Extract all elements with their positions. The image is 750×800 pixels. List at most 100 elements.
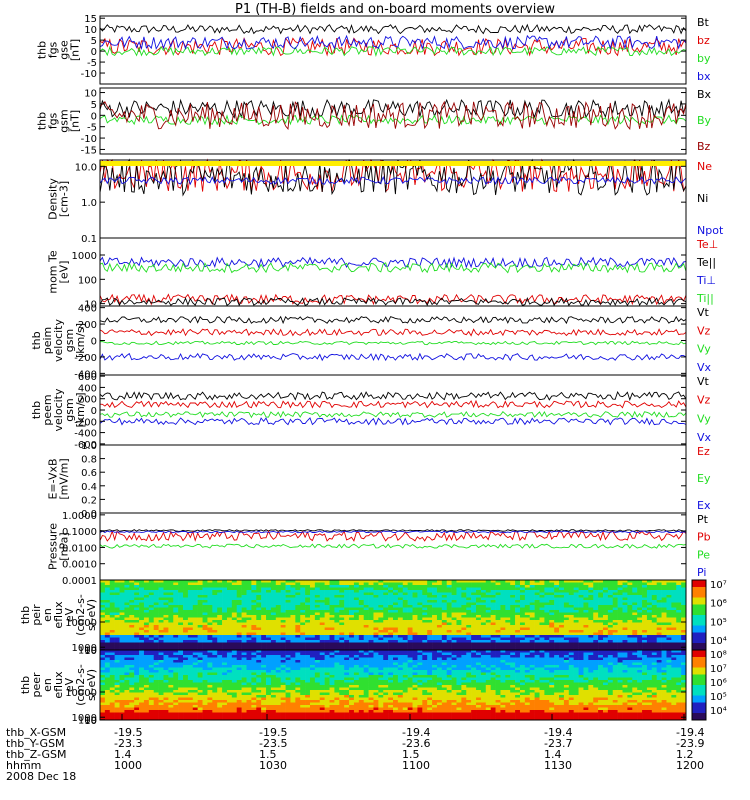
legend-by: by [697, 52, 711, 65]
legend-bz: bz [697, 34, 710, 47]
footer-col1-y: -23.5 [259, 737, 288, 750]
footer-col1-x: -19.5 [259, 726, 288, 739]
legend-Pt: Pt [697, 513, 709, 526]
footer-col0-x: -19.5 [114, 726, 143, 739]
y-axis-label-line: gsm [58, 109, 71, 132]
y-axis-label-line: gsm [63, 329, 76, 352]
legend-Ez: Ez [697, 445, 710, 458]
footer-col3-x: -19.4 [544, 726, 573, 739]
y-axis-label-line: thb [30, 331, 43, 349]
y-axis-label-line: [nT] [69, 39, 82, 61]
legend-Te⊥: Te⊥ [696, 238, 718, 251]
y-tick-label: 200 [78, 320, 97, 331]
legend-Pb: Pb [697, 531, 711, 544]
footer-col4-hhmm: 1200 [676, 759, 704, 772]
y-axis-label-line: [cm-3] [58, 181, 71, 217]
footer-label-z: thb_Z-GSM [6, 748, 67, 761]
legend-Npot: Npot [697, 224, 724, 237]
y-axis-label-line: thb [19, 606, 32, 624]
y-tick-label: 1000 [72, 713, 97, 724]
y-tick-label: 600 [78, 372, 97, 383]
y-axis-label-line: [km/s] [74, 323, 87, 358]
y-tick-label: 1.0 [81, 198, 97, 209]
y-tick-label: 10 [84, 25, 97, 36]
y-tick-label: 10 [84, 89, 97, 100]
y-axis-label-line: velocity [52, 388, 65, 431]
colorbar-tick-label: 10⁴ [710, 636, 727, 647]
y-tick-label: 1000 [72, 251, 97, 262]
y-tick-label: 400 [78, 304, 97, 315]
y-tick-label: 0.1000 [62, 527, 97, 538]
y-axis-label: Density[cm-3] [47, 178, 71, 220]
y-tick-label: 0 [91, 47, 97, 58]
y-tick-label: 0.0100 [62, 543, 97, 554]
legend-Vt: Vt [697, 306, 710, 319]
panel-peer_spec: 10⁸10⁷10⁶10⁵10⁴10000100010010thbpeerenef… [19, 649, 727, 727]
legend-Vt: Vt [697, 375, 710, 388]
y-tick-label: 10 [84, 716, 97, 727]
y-tick-label: 0.2 [81, 495, 97, 506]
legend-Ey: Ey [697, 472, 711, 485]
y-axis-label-line: thb [36, 112, 49, 130]
legend-Ne: Ne [697, 160, 712, 173]
legend-Ti⊥: Ti⊥ [696, 274, 716, 287]
y-tick-label: 10 [84, 646, 97, 657]
y-axis-label-line: thb [36, 41, 49, 59]
y-tick-label: 5 [91, 36, 97, 47]
y-tick-label: 1000 [72, 643, 97, 654]
panel-peim_vel: 400 200 0 -200 -400 thbpeimvelocitygsm[km/s] V… [30, 304, 712, 381]
legend-Vx: Vx [697, 431, 712, 444]
y-axis-label-line: (cm2-s- [74, 594, 87, 636]
y-axis-label-line: eflux [52, 671, 65, 699]
y-tick-label: -5 [87, 58, 97, 69]
footer-label-hhmm: hhmm [6, 759, 42, 772]
y-tick-label: 0.4 [81, 482, 97, 493]
y-tick-label: 0.1 [81, 234, 97, 245]
footer-col2-y: -23.6 [402, 737, 431, 750]
footer-col4-x: -19.4 [676, 726, 705, 739]
y-tick-label: 0.0001 [62, 576, 97, 587]
y-axis-label-line: peer [30, 672, 43, 698]
y-axis-label-line: [nPa] [58, 532, 71, 560]
y-axis-label-line: thb [19, 676, 32, 694]
colorbar-tick-label: 10⁵ [710, 617, 727, 628]
y-axis-label-line: [mV/m] [58, 458, 71, 499]
y-tick-label: 15 [84, 14, 97, 25]
y-tick-label: 100 [78, 716, 97, 727]
legend-Ti||: Ti|| [696, 292, 714, 305]
y-axis-label-line: gsm [63, 398, 76, 421]
y-axis-label-line: en [41, 608, 54, 622]
y-axis-label: thbpeemvelocitygsm[km/s] [30, 388, 87, 431]
colorbar-tick-label: 10⁶ [710, 678, 727, 689]
y-tick-label: 0 [91, 406, 97, 417]
panel-e_vxb: 1.0 0.8 0.6 0.4 0.2 0.0 E=-VxB[mV/m] Ez Ey Ex [47, 441, 711, 520]
legend-Bt: Bt [697, 16, 710, 29]
y-axis-label-line: eflux [52, 601, 65, 629]
y-axis-label-line: Density [47, 178, 60, 220]
y-axis-label-line: [nT] [69, 110, 82, 132]
y-tick-label: 0.8 [81, 455, 97, 466]
y-axis-label-line: mom Te [47, 250, 60, 294]
y-tick-label: 1.0000 [62, 511, 97, 522]
y-axis-label-line: sr-eV) [85, 669, 98, 701]
y-tick-label: 0.0010 [62, 560, 97, 571]
colorbar-tick-label: 10⁵ [710, 692, 727, 703]
y-axis-label-line: peem [41, 394, 54, 425]
y-tick-label: 10.0 [75, 162, 97, 173]
colorbar-tick-label: 10⁷ [710, 580, 727, 591]
y-tick-label: 0 [91, 337, 97, 348]
y-tick-label: 10 [84, 300, 97, 311]
legend-Ex: Ex [697, 499, 711, 512]
y-tick-label: -10 [81, 134, 97, 145]
legend-Pi: Pi [697, 566, 706, 579]
y-tick-label: 100 [78, 275, 97, 286]
footer-col2-hhmm: 1100 [402, 759, 430, 772]
y-axis-label-line: E=-VxB [47, 458, 60, 499]
y-tick-label: 0.6 [81, 468, 97, 479]
panel-peem_vel: 6004002000-200-400-600thbpeemvelocitygsm… [30, 372, 712, 451]
y-tick-label: 200 [78, 395, 97, 406]
y-tick-label: -10 [81, 69, 97, 80]
